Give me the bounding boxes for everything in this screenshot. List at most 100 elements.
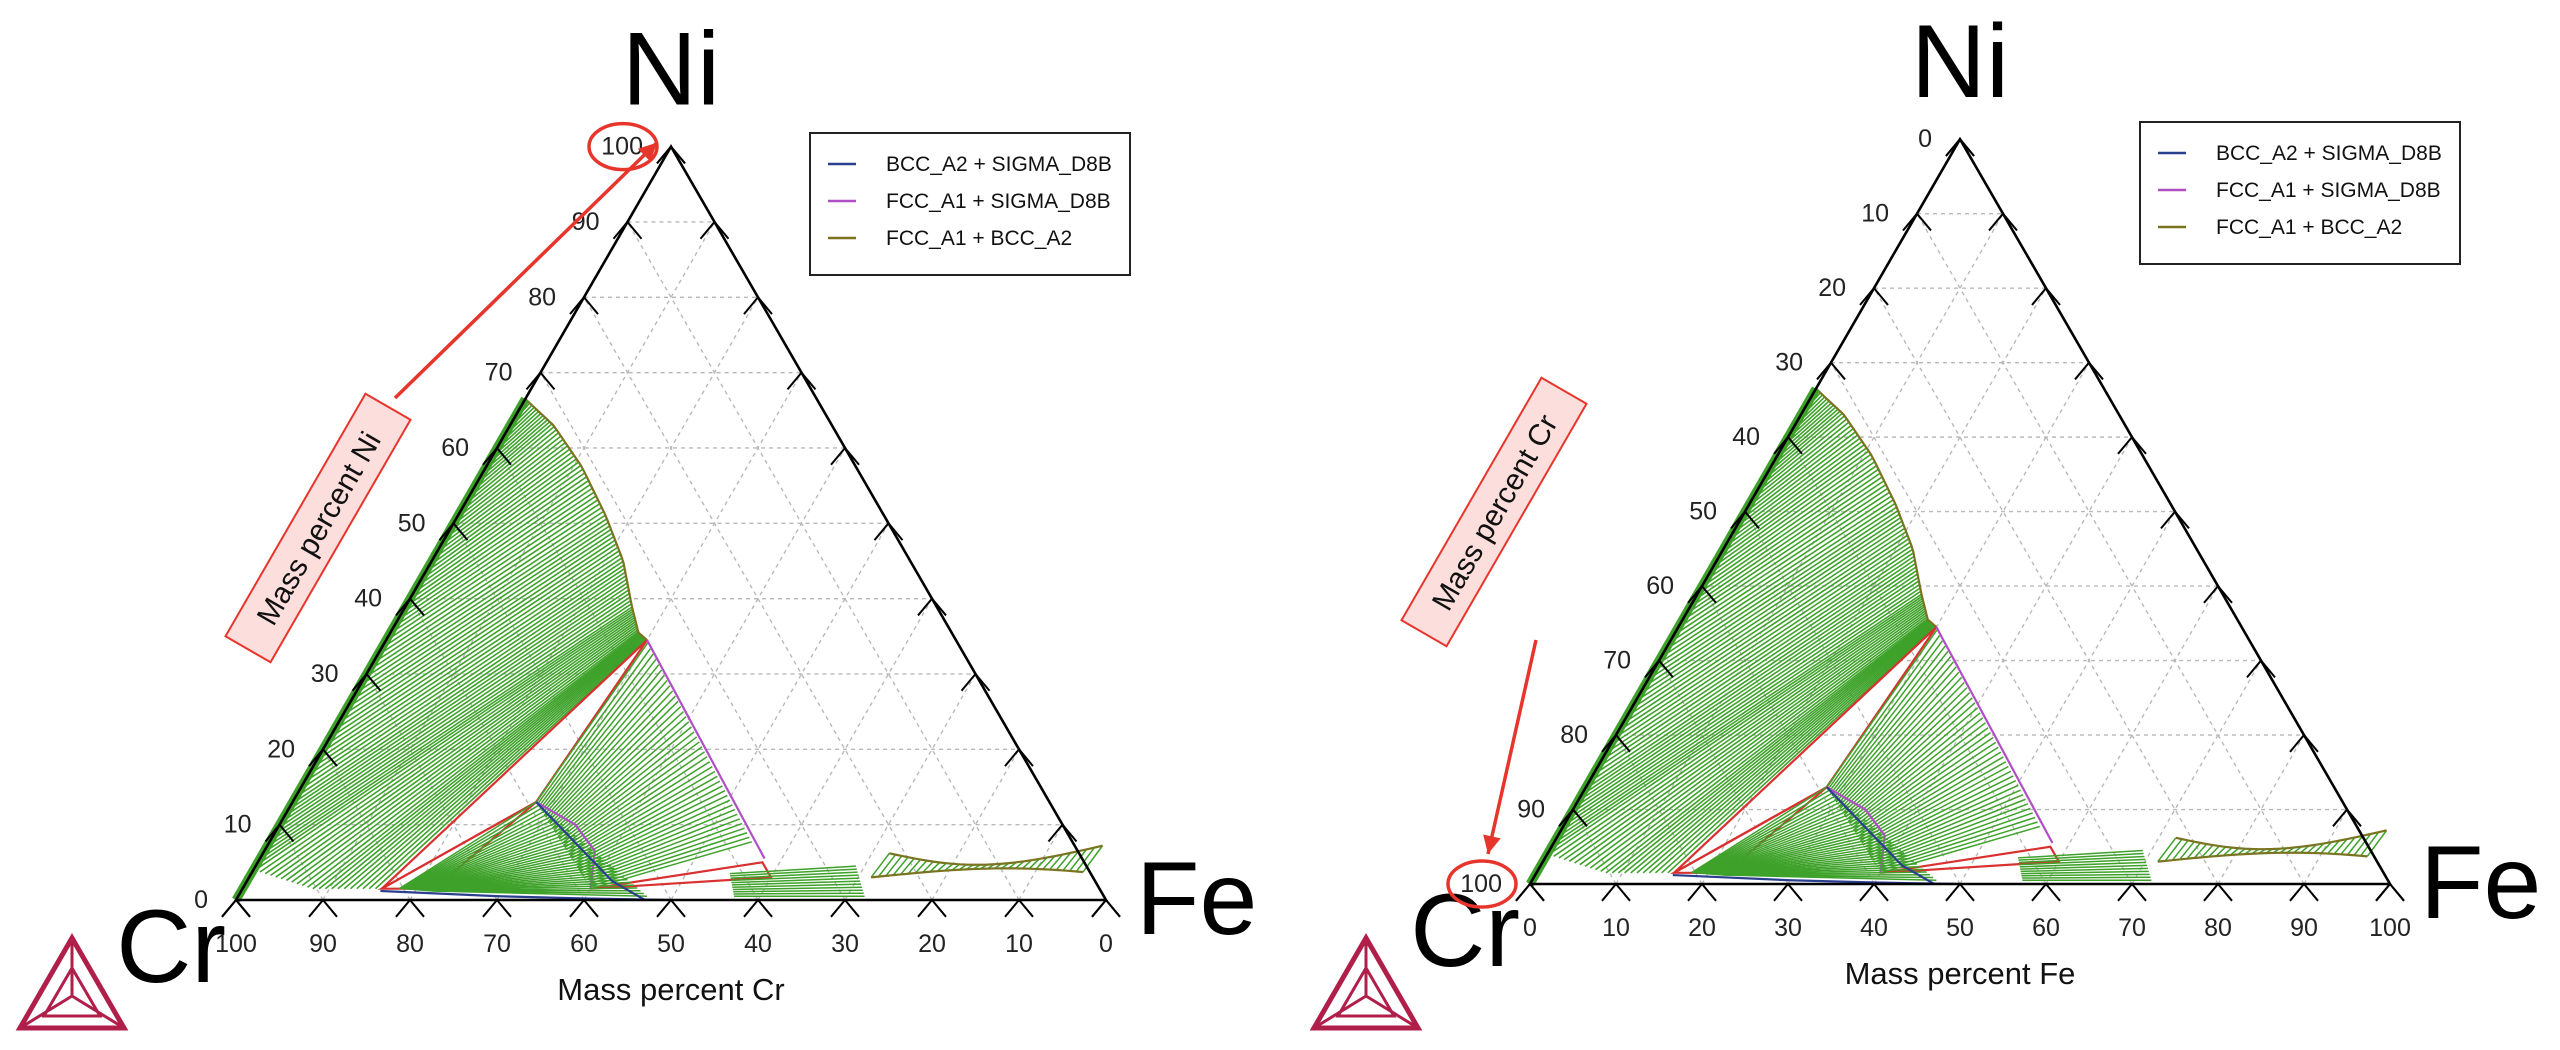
tie-line xyxy=(1878,821,2038,872)
bottom-axis-tick-label: 20 xyxy=(918,930,946,958)
tie-line xyxy=(1751,421,1850,501)
tie-line xyxy=(443,445,569,540)
grid-line xyxy=(409,598,585,901)
tie-line xyxy=(1839,681,1965,810)
tick-mark xyxy=(235,899,251,918)
tick-mark xyxy=(1105,899,1121,918)
tie-line xyxy=(1868,784,2019,855)
tie-line xyxy=(2353,833,2372,856)
tie-line xyxy=(2193,843,2208,859)
tie-line xyxy=(303,567,626,784)
tie-line xyxy=(1570,580,1920,815)
grid-line xyxy=(1018,824,1064,901)
tie-line xyxy=(1876,812,2033,868)
grid-line xyxy=(322,748,411,901)
tie-line xyxy=(1842,692,1971,814)
tick-mark xyxy=(569,899,585,918)
tie-line xyxy=(1584,614,1928,867)
tie-line xyxy=(346,532,613,709)
tie-line xyxy=(1858,751,2002,840)
tie-line xyxy=(1754,418,1848,495)
tie-line xyxy=(564,751,705,849)
tie-line xyxy=(2346,835,2364,856)
tick-mark xyxy=(221,899,237,918)
tie-line xyxy=(1843,697,1973,816)
tie-line xyxy=(1588,562,1916,784)
tie-line xyxy=(729,865,856,875)
tick-mark xyxy=(1558,808,1574,827)
tie-line xyxy=(1660,502,1896,659)
tie-line xyxy=(275,620,637,878)
thermo-calc-logo-icon xyxy=(15,933,129,1031)
tick-mark xyxy=(322,899,338,918)
tie-line xyxy=(562,746,703,846)
tie-line xyxy=(403,815,553,890)
tie-line xyxy=(561,741,700,844)
tie-line xyxy=(1869,789,2021,857)
bottom-axis-tick-label: 90 xyxy=(309,930,337,958)
tie-line xyxy=(355,525,611,694)
tie-line xyxy=(1700,464,1878,588)
left-axis-tick-label: 40 xyxy=(354,585,382,613)
tie-line xyxy=(1836,671,1960,805)
tie-line xyxy=(1696,468,1879,595)
tie-line xyxy=(731,877,860,884)
legend-entry-label: FCC_A1 + BCC_A2 xyxy=(886,227,1072,250)
logo-spoke xyxy=(1313,994,1367,1030)
tie-line xyxy=(568,765,713,855)
tick-mark xyxy=(2332,808,2348,827)
tie-line xyxy=(316,557,623,761)
tie-line xyxy=(259,614,635,873)
legend-entry-label: FCC_A1 + BCC_A2 xyxy=(2216,216,2402,239)
tie-line xyxy=(299,571,626,791)
bottom-axis-tick-label: 50 xyxy=(1946,914,1974,942)
tie-line xyxy=(269,599,632,842)
left-axis-tick-label: 0 xyxy=(194,886,208,914)
tie-line xyxy=(1617,621,1931,874)
logo-spoke xyxy=(1365,994,1419,1030)
tie-line xyxy=(554,716,687,833)
tie-line xyxy=(385,499,599,642)
tick-mark xyxy=(656,145,672,165)
grid-line xyxy=(583,296,933,901)
tie-line xyxy=(541,664,660,812)
tie-lines-fcc-bcc-lower xyxy=(729,865,865,897)
tie-line xyxy=(337,539,616,724)
callout-label-box: Mass percent Cr xyxy=(1400,376,1588,648)
ternary-grid xyxy=(1572,212,2348,885)
tie-line xyxy=(1634,524,1904,703)
tie-line xyxy=(1042,855,1056,870)
tie-line xyxy=(329,546,619,739)
tie-line xyxy=(447,441,566,533)
tie-line xyxy=(402,812,550,890)
bcc-sigma-boundary xyxy=(1825,786,1935,885)
left-axis-tick-label: 60 xyxy=(441,434,469,462)
callout-arrow-head xyxy=(1483,834,1501,854)
tie-line xyxy=(471,423,553,493)
tie-line xyxy=(400,806,544,890)
tie-line xyxy=(2186,842,2202,860)
tie-line xyxy=(732,883,862,888)
bottom-axis-title: Mass percent Cr xyxy=(557,972,784,1007)
tie-line xyxy=(367,514,606,672)
bottom-axis-tick-label: 10 xyxy=(1602,914,1630,942)
tick-mark xyxy=(2217,883,2233,902)
tie-line xyxy=(1589,616,1928,869)
tie-line xyxy=(1743,427,1854,515)
tie-line xyxy=(1626,531,1907,717)
grid-line xyxy=(1701,585,1875,885)
tie-line xyxy=(1600,552,1914,762)
fcc-bcc-boundary xyxy=(2175,829,2387,851)
fcc-bcc-boundary xyxy=(1815,387,1938,628)
tie-line xyxy=(259,608,634,860)
tick-mark xyxy=(569,296,585,315)
tie-line xyxy=(1705,827,1876,875)
tie-line xyxy=(2327,840,2340,855)
tie-line xyxy=(1021,859,1033,870)
tie-line xyxy=(324,634,642,890)
tie-line xyxy=(276,592,630,830)
tie-line xyxy=(565,756,708,851)
tie-line xyxy=(572,780,721,862)
tie-line xyxy=(900,857,915,875)
tie-line xyxy=(412,472,586,594)
